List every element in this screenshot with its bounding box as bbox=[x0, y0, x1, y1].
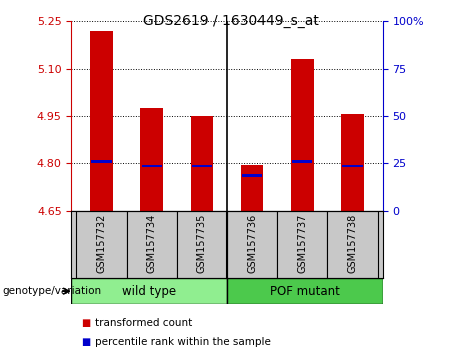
Text: GDS2619 / 1630449_s_at: GDS2619 / 1630449_s_at bbox=[142, 14, 319, 28]
Text: ■: ■ bbox=[81, 337, 90, 347]
Bar bbox=[292, 160, 313, 163]
Bar bbox=[90, 31, 113, 211]
Text: GSM157732: GSM157732 bbox=[96, 214, 106, 273]
Text: GSM157734: GSM157734 bbox=[147, 214, 157, 273]
Text: GSM157735: GSM157735 bbox=[197, 214, 207, 273]
Bar bbox=[71, 278, 227, 304]
Bar bbox=[91, 160, 112, 163]
Bar bbox=[227, 278, 383, 304]
Bar bbox=[241, 165, 263, 211]
Text: GSM157736: GSM157736 bbox=[247, 214, 257, 273]
Bar bbox=[142, 165, 162, 167]
Bar bbox=[177, 211, 227, 278]
Text: ■: ■ bbox=[81, 318, 90, 328]
Bar bbox=[227, 211, 277, 278]
Bar bbox=[343, 165, 363, 167]
Bar bbox=[141, 108, 163, 211]
Text: wild type: wild type bbox=[122, 285, 176, 298]
Bar bbox=[277, 211, 327, 278]
Bar bbox=[192, 165, 212, 167]
Text: GSM157738: GSM157738 bbox=[348, 214, 358, 273]
Bar bbox=[191, 116, 213, 211]
Bar bbox=[127, 211, 177, 278]
Text: percentile rank within the sample: percentile rank within the sample bbox=[95, 337, 271, 347]
Bar bbox=[77, 211, 127, 278]
Text: genotype/variation: genotype/variation bbox=[2, 286, 101, 296]
Bar bbox=[341, 114, 364, 211]
Text: POF mutant: POF mutant bbox=[270, 285, 340, 298]
Bar bbox=[327, 211, 378, 278]
Bar bbox=[242, 174, 262, 177]
Bar bbox=[291, 59, 313, 211]
Text: transformed count: transformed count bbox=[95, 318, 192, 328]
Text: GSM157737: GSM157737 bbox=[297, 214, 307, 273]
